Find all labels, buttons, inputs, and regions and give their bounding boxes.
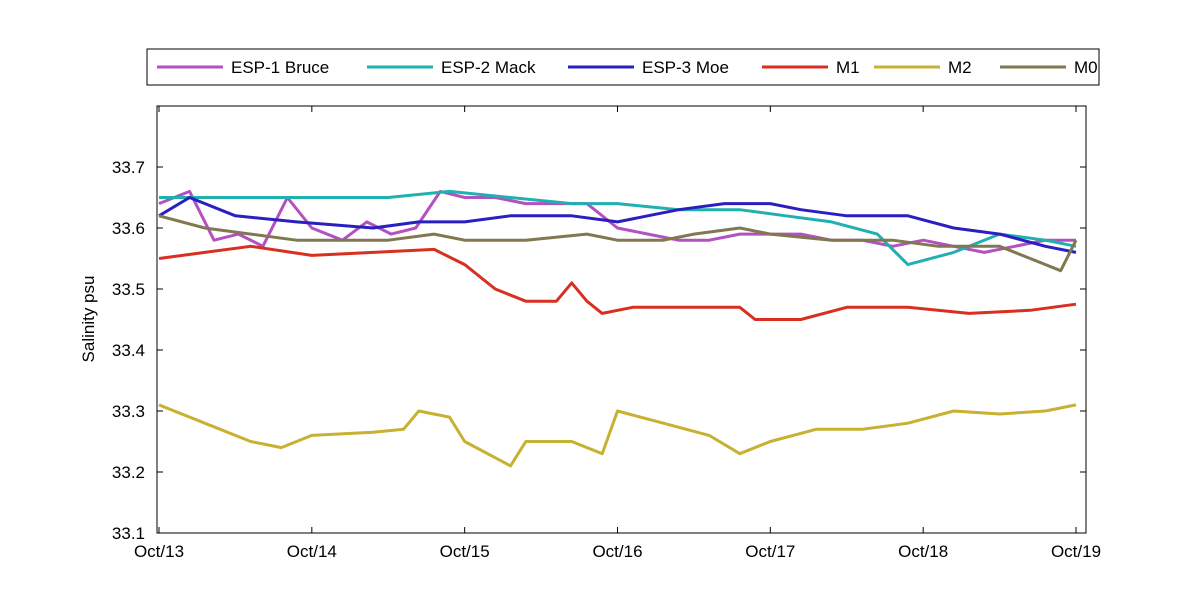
legend-label-6: M0 xyxy=(1074,58,1098,77)
series-line-2 xyxy=(159,189,1077,267)
x-tick-label: Oct/18 xyxy=(898,542,948,561)
y-tick-label: 33.2 xyxy=(112,463,145,482)
x-tick-label: Oct/16 xyxy=(592,542,642,561)
series-line-6 xyxy=(158,214,1078,273)
x-tick-label: Oct/17 xyxy=(745,542,795,561)
series-line-4 xyxy=(158,244,1077,321)
legend-label-2: ESP-2 Mack xyxy=(441,58,536,77)
plot-area xyxy=(156,105,1087,534)
y-axis-title: Salinity psu xyxy=(79,276,98,363)
y-axis: 33.1 33.2 33.3 33.4 33.5 33.6 33.7 xyxy=(112,158,1086,543)
x-axis: Oct/13 Oct/14 Oct/15 Oct/16 Oct/17 Oct/18 Oct/… xyxy=(134,106,1101,561)
legend: ESP-1 Bruce ESP-2 Mack ESP-3 Moe M1 M2 M0 xyxy=(146,48,1100,86)
legend-label-5: M2 xyxy=(948,58,972,77)
y-tick-label: 33.7 xyxy=(112,158,145,177)
y-tick-label: 33.4 xyxy=(112,341,145,360)
y-tick-label: 33.1 xyxy=(112,524,145,543)
x-tick-label: Oct/15 xyxy=(440,542,490,561)
y-tick-label: 33.6 xyxy=(112,219,145,238)
series-line-3 xyxy=(158,196,1077,254)
x-tick-label: Oct/19 xyxy=(1051,542,1101,561)
series-layer xyxy=(158,189,1078,468)
y-tick-label: 33.5 xyxy=(112,280,145,299)
x-tick-label: Oct/13 xyxy=(134,542,184,561)
x-tick-label: Oct/14 xyxy=(287,542,337,561)
y-tick-label: 33.3 xyxy=(112,402,145,421)
legend-label-1: ESP-1 Bruce xyxy=(231,58,329,77)
legend-label-4: M1 xyxy=(836,58,860,77)
series-line-5 xyxy=(158,403,1077,468)
legend-label-3: ESP-3 Moe xyxy=(642,58,729,77)
